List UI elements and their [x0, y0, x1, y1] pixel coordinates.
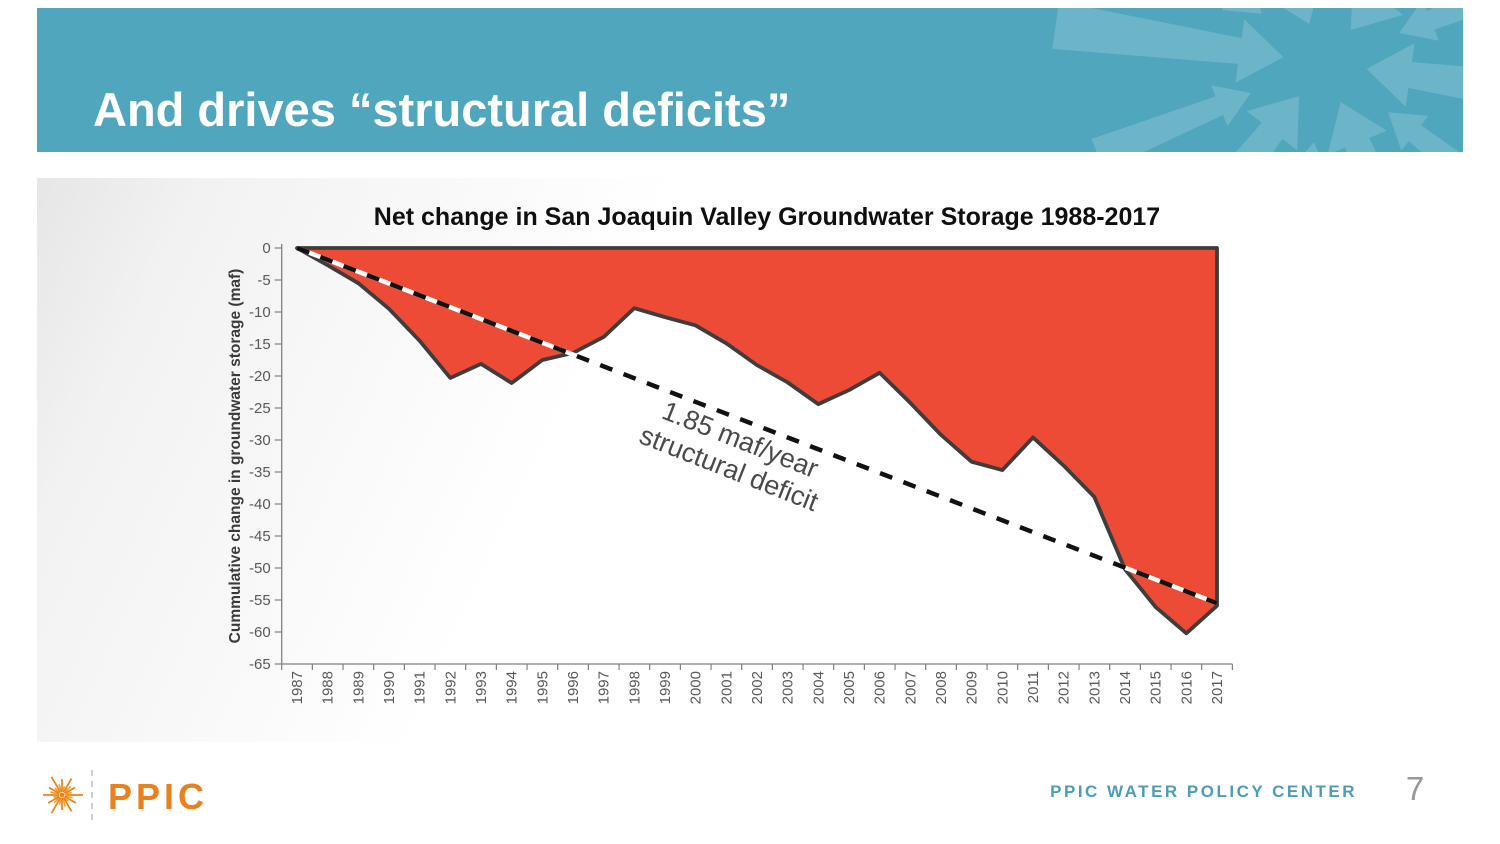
slide-header-banner: And drives “structural deficits” [37, 8, 1463, 152]
footer-center-label: PPIC WATER POLICY CENTER [1050, 782, 1357, 801]
starburst-decoration-icon [1052, 8, 1463, 152]
footer-divider [91, 770, 93, 820]
content-panel [37, 178, 1463, 742]
ppic-wordmark: PPIC [108, 776, 209, 817]
slide-title: And drives “structural deficits” [93, 83, 791, 136]
ppic-sunburst-logo-icon [43, 776, 83, 814]
page-number: 7 [1405, 770, 1425, 807]
